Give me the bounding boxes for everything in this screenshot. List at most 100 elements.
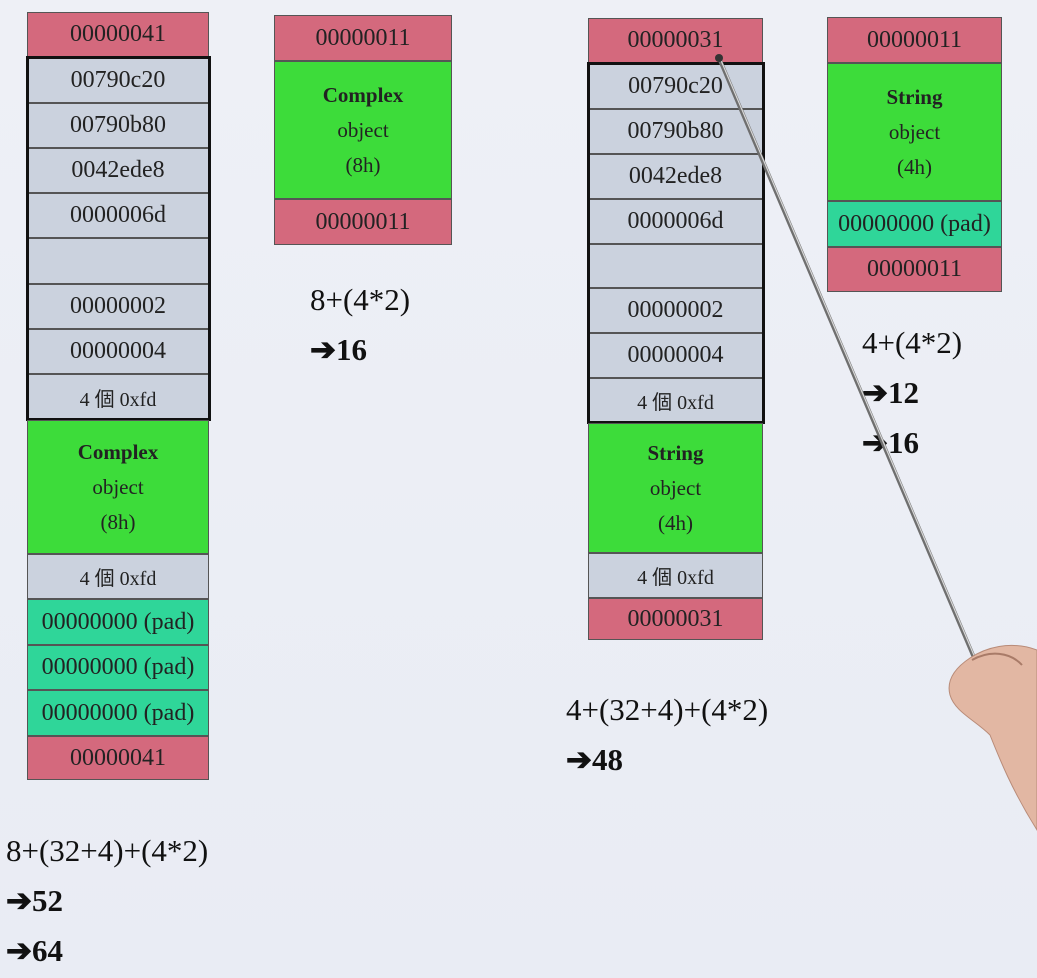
c1-calculation: 8+(32+4)+(4*2) ➔52 ➔64	[6, 826, 208, 976]
c1-cell-7-text: 4 個 0xfd	[79, 388, 157, 411]
c1-cell-1: 00790b80	[27, 103, 209, 148]
c3-calculation: 4+(32+4)+(4*2) ➔48	[566, 685, 768, 785]
c3-cell-1: 00790b80	[588, 109, 763, 154]
c3-cell-2-text: 0042ede8	[628, 163, 723, 189]
finger-crease	[971, 652, 1023, 666]
c1-cell-2: 0042ede8	[27, 148, 209, 193]
c1-cell-1-text: 00790b80	[70, 112, 166, 138]
c1-cell-2-text: 0042ede8	[71, 157, 165, 183]
c1-pad-0: 00000000 (pad)	[27, 599, 209, 645]
c1-result-1: ➔52	[6, 876, 208, 926]
c1-cell-5-text: 00000002	[70, 293, 166, 319]
c1-pad-0-text: 00000000 (pad)	[41, 608, 195, 635]
c4-pad-text: 00000000 (pad)	[838, 210, 991, 237]
c3-object-name: String	[647, 440, 704, 465]
c3-guard-cell: 4 個 0xfd	[588, 553, 763, 598]
c3-object-type: object	[649, 475, 702, 500]
c4-object-block: String object (4h)	[827, 63, 1002, 201]
pointer-tip	[715, 54, 723, 62]
c3-cell-0-text: 00790c20	[628, 72, 723, 99]
c4-formula: 4+(4*2)	[862, 325, 963, 360]
c4-footer-cell: 00000011	[827, 247, 1002, 292]
arrow-icon: ➔	[6, 933, 32, 968]
c1-cell-6: 00000004	[27, 329, 209, 374]
c3-cell-4	[588, 244, 763, 288]
c4-result-1-value: 12	[887, 375, 919, 410]
c3-result-1-value: 48	[591, 742, 623, 777]
c1-footer-cell: 00000041	[27, 736, 209, 780]
c4-object-type: object	[888, 119, 941, 144]
c1-pad-1-text: 00000000 (pad)	[41, 654, 195, 680]
c3-debug-header-outline	[587, 62, 765, 424]
c1-header-text: 00000041	[70, 21, 166, 47]
c1-debug-header-outline	[26, 56, 211, 421]
c2-object-type: object	[337, 117, 389, 142]
c4-result-1: ➔12	[862, 368, 962, 418]
c1-pad-2: 00000000 (pad)	[27, 690, 209, 736]
c1-guard-cell: 4 個 0xfd	[27, 554, 209, 599]
c1-formula: 8+(32+4)+(4*2)	[6, 833, 209, 868]
pointer-stick	[717, 56, 977, 662]
c3-cell-7: 4 個 0xfd	[588, 378, 763, 423]
c1-object-block: Complex object (8h)	[27, 420, 209, 554]
c1-result-2: ➔64	[6, 926, 208, 976]
c3-footer-text: 00000031	[627, 605, 724, 632]
c1-cell-6-text: 00000004	[70, 338, 166, 364]
c2-formula: 8+(4*2)	[310, 282, 411, 317]
c3-cell-1-text: 00790b80	[627, 118, 724, 144]
c1-cell-4	[27, 238, 209, 284]
c1-object-type: object	[92, 474, 144, 499]
c3-footer-cell: 00000031	[588, 598, 763, 640]
c1-cell-3-text: 0000006d	[70, 202, 166, 228]
c4-header-text: 00000011	[866, 26, 963, 53]
c1-footer-text: 00000041	[70, 744, 166, 771]
c2-result-1: ➔16	[310, 325, 410, 375]
c2-header-cell: 00000011	[274, 15, 452, 61]
c3-result-1: ➔48	[566, 735, 768, 785]
c4-header-cell: 00000011	[827, 17, 1002, 63]
c2-calculation: 8+(4*2) ➔16	[310, 275, 410, 375]
c3-header-cell: 00000031	[588, 18, 763, 63]
c3-cell-3-text: 0000006d	[627, 208, 724, 234]
c3-header-text: 00000031	[627, 27, 724, 53]
c3-cell-3: 0000006d	[588, 199, 763, 244]
c4-object-size: (4h)	[897, 154, 932, 179]
c3-cell-2: 0042ede8	[588, 154, 763, 199]
c3-cell-6-text: 00000004	[627, 342, 724, 368]
c1-object-name: Complex	[77, 439, 159, 464]
c1-guard-text: 4 個 0xfd	[79, 568, 157, 590]
c3-object-block: String object (4h)	[588, 423, 763, 553]
c2-object-name: Complex	[322, 82, 404, 107]
c4-footer-text: 00000011	[866, 256, 963, 282]
c4-result-2-value: 16	[887, 425, 919, 460]
c1-cell-0-text: 00790c20	[70, 66, 166, 93]
c1-result-2-value: 64	[31, 933, 63, 968]
arrow-icon: ➔	[566, 742, 592, 777]
c2-object-block: Complex object (8h)	[274, 61, 452, 199]
c3-cell-7-text: 4 個 0xfd	[637, 392, 714, 414]
presenter-hand	[948, 644, 1037, 831]
arrow-icon: ➔	[6, 883, 32, 918]
c1-cell-0: 00790c20	[27, 57, 209, 103]
c1-header-cell: 00000041	[27, 12, 209, 57]
c1-result-1-value: 52	[31, 883, 63, 918]
c4-calculation: 4+(4*2) ➔12 ➔16	[862, 318, 962, 468]
c1-cell-7: 4 個 0xfd	[27, 374, 209, 420]
c3-guard-text: 4 個 0xfd	[637, 567, 714, 589]
c4-object-name: String	[886, 84, 943, 109]
pointer-stick-highlight	[719, 57, 977, 661]
c2-result-1-value: 16	[335, 332, 367, 367]
c2-footer-cell: 00000011	[274, 199, 452, 245]
c2-footer-text: 00000011	[315, 208, 411, 235]
c1-cell-3: 0000006d	[27, 193, 209, 238]
c1-object-size: (8h)	[100, 509, 136, 534]
c3-formula: 4+(32+4)+(4*2)	[566, 692, 769, 727]
c2-object-size: (8h)	[345, 152, 381, 177]
c3-cell-5-text: 00000002	[627, 297, 724, 323]
c1-cell-5: 00000002	[27, 284, 209, 329]
arrow-icon: ➔	[310, 332, 336, 367]
c2-header-text: 00000011	[315, 24, 411, 51]
c1-pad-1: 00000000 (pad)	[27, 645, 209, 690]
c3-object-size: (4h)	[658, 510, 693, 535]
